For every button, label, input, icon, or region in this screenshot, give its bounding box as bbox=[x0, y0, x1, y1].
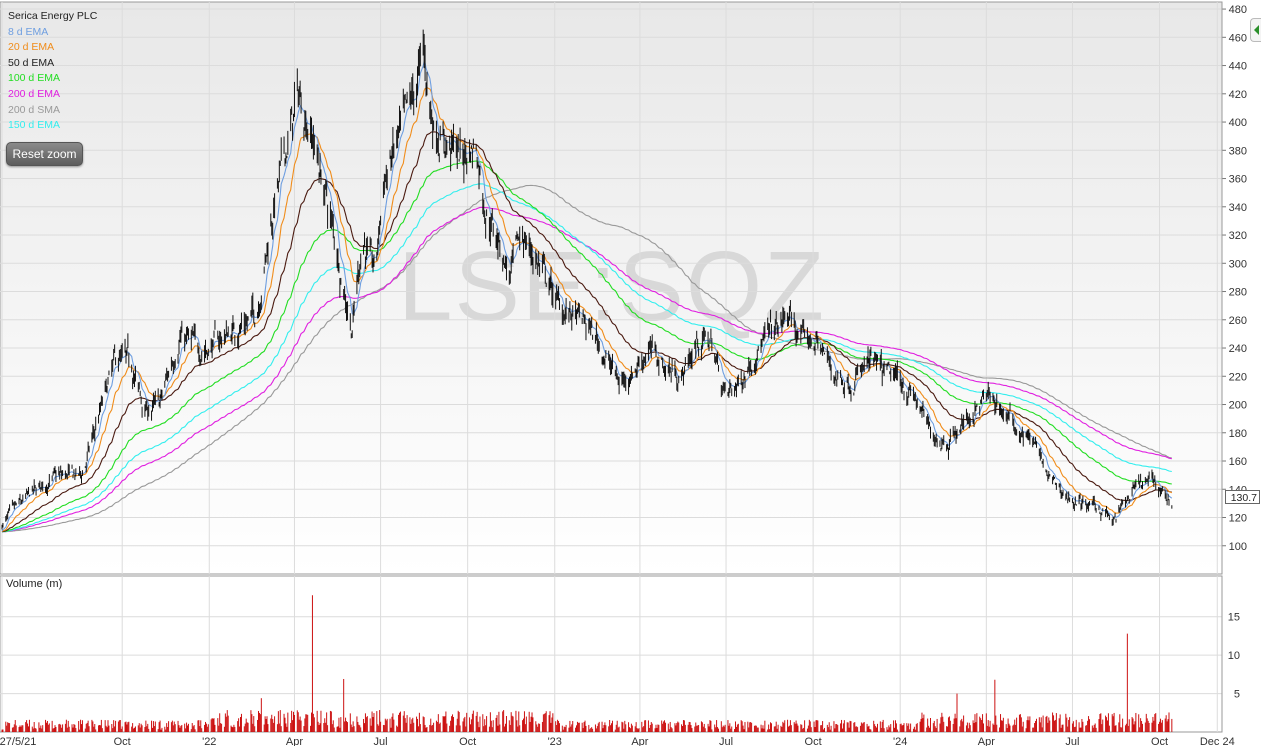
y-tick-label: 120 bbox=[1229, 513, 1247, 525]
x-tick-label: Apr bbox=[978, 736, 995, 746]
y-tick-label: 360 bbox=[1229, 174, 1247, 186]
y-tick-label: 240 bbox=[1229, 343, 1247, 355]
legend-item-150d-ema[interactable]: 150 d EMA bbox=[8, 119, 60, 132]
y-tick-label: 480 bbox=[1229, 4, 1247, 16]
y-tick-label: 340 bbox=[1229, 202, 1247, 214]
volume-panel bbox=[0, 575, 1223, 733]
y-tick-label: 280 bbox=[1229, 287, 1247, 299]
x-tick-label: Jul bbox=[1065, 736, 1079, 746]
y-tick-label: 300 bbox=[1229, 258, 1247, 270]
y-tick-label: 320 bbox=[1229, 230, 1247, 242]
x-tick-label: '24 bbox=[893, 736, 907, 746]
volume-bars bbox=[1, 595, 1173, 732]
series-line-8-d-ema bbox=[1, 60, 1173, 532]
watermark-text: LSE:SQZ bbox=[398, 231, 826, 341]
y-tick-label: 400 bbox=[1229, 117, 1247, 129]
y-tick-label: 440 bbox=[1229, 61, 1247, 73]
volume-tick-label: 15 bbox=[1228, 612, 1240, 624]
series-line-100-d-ema bbox=[1, 160, 1172, 533]
x-tick-label: 27/5/21 bbox=[0, 736, 36, 746]
y-tick-label: 200 bbox=[1229, 400, 1247, 412]
y-tick-label: 220 bbox=[1229, 371, 1247, 383]
y-tick-label: 420 bbox=[1229, 89, 1247, 101]
series-line-150-d-ema bbox=[1, 183, 1172, 533]
collapse-panel-arrow-icon[interactable] bbox=[1250, 18, 1261, 42]
x-tick-label: Oct bbox=[1151, 736, 1168, 746]
legend-item-20d-ema[interactable]: 20 d EMA bbox=[8, 41, 55, 54]
last-price-label: 130.7 bbox=[1225, 490, 1260, 504]
y-tick-label: 460 bbox=[1229, 32, 1247, 44]
price-panel bbox=[0, 1, 1223, 575]
legend-item-100d-ema[interactable]: 100 d EMA bbox=[8, 72, 60, 85]
ohlc-bars bbox=[1, 29, 1173, 530]
x-tick-label: Dec 24 bbox=[1200, 736, 1235, 746]
y-tick-label: 100 bbox=[1229, 541, 1247, 553]
legend-item-200d-ema[interactable]: 200 d EMA bbox=[8, 87, 60, 100]
y-tick-label: 380 bbox=[1229, 145, 1247, 157]
x-tick-label: '23 bbox=[548, 736, 562, 746]
volume-tick-label: 10 bbox=[1228, 650, 1240, 662]
legend-item-50d-ema[interactable]: 50 d EMA bbox=[8, 56, 55, 69]
legend-item-8d-ema[interactable]: 8 d EMA bbox=[8, 25, 49, 38]
x-tick-label: Apr bbox=[631, 736, 648, 746]
y-tick-label: 160 bbox=[1229, 456, 1247, 468]
x-tick-label: Oct bbox=[459, 736, 476, 746]
legend-item-200d-sma[interactable]: 200 d SMA bbox=[8, 103, 60, 116]
x-tick-label: Jul bbox=[374, 736, 388, 746]
volume-tick-label: 5 bbox=[1234, 689, 1240, 701]
volume-panel-title: Volume (m) bbox=[6, 578, 63, 590]
series-line-50-d-ema bbox=[1, 131, 1172, 533]
x-tick-label: Jul bbox=[719, 736, 733, 746]
legend: Serica Energy PLC 8 d EMA 20 d EMA 50 d … bbox=[8, 9, 97, 134]
x-tick-label: Oct bbox=[114, 736, 131, 746]
x-tick-label: Oct bbox=[805, 736, 822, 746]
y-tick-label: 180 bbox=[1229, 428, 1247, 440]
reset-zoom-button[interactable]: Reset zoom bbox=[6, 142, 83, 166]
x-tick-label: Apr bbox=[286, 736, 303, 746]
chart-title: Serica Energy PLC bbox=[8, 10, 98, 22]
x-tick-label: '22 bbox=[202, 736, 216, 746]
series-line-200-d-sma bbox=[1, 184, 1172, 533]
y-tick-label: 260 bbox=[1229, 315, 1247, 327]
